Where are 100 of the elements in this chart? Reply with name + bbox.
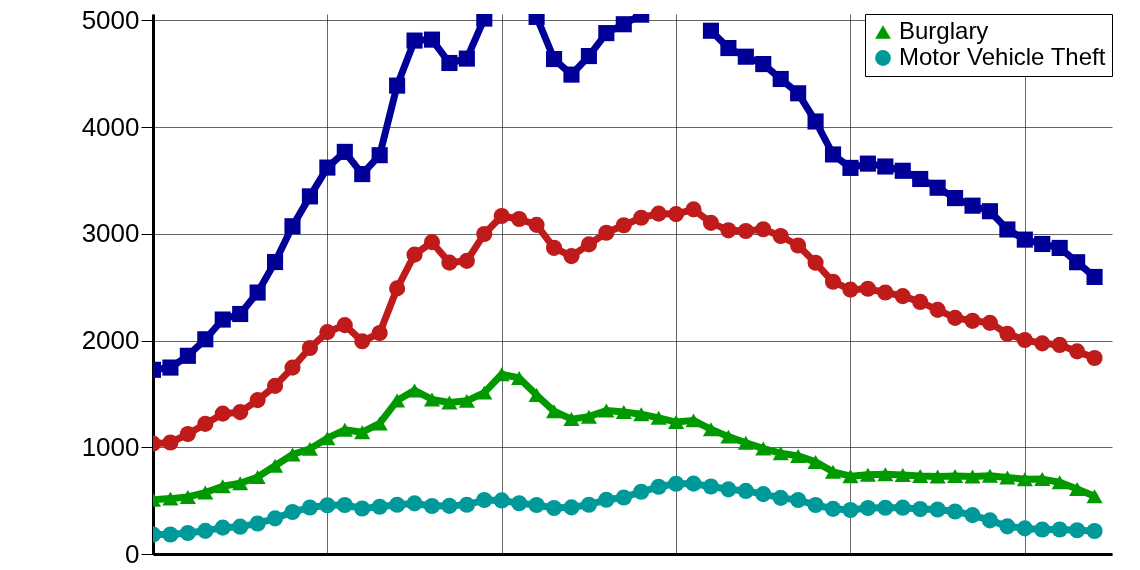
point	[336, 317, 353, 334]
point	[458, 50, 475, 67]
point	[929, 501, 946, 518]
point	[1051, 239, 1068, 256]
point	[406, 246, 423, 263]
point	[580, 409, 597, 424]
point	[668, 475, 685, 492]
point	[755, 55, 772, 73]
point	[232, 518, 249, 535]
point	[999, 325, 1016, 342]
point	[685, 413, 702, 428]
point	[1016, 520, 1033, 537]
point	[1034, 335, 1051, 352]
point	[633, 483, 650, 500]
point	[772, 489, 789, 506]
point	[354, 425, 371, 440]
point	[702, 422, 720, 437]
point	[249, 470, 266, 485]
point	[423, 31, 441, 48]
point	[877, 467, 894, 482]
point	[197, 415, 214, 432]
point	[179, 524, 196, 542]
point	[912, 170, 929, 188]
point	[755, 441, 772, 456]
y-tick-label: 4000	[81, 111, 140, 142]
point	[336, 143, 353, 160]
point	[441, 395, 458, 410]
point	[476, 225, 493, 242]
point	[1051, 521, 1068, 538]
point	[389, 280, 406, 297]
point	[441, 254, 458, 271]
point	[1016, 472, 1033, 487]
point	[999, 518, 1016, 535]
point	[650, 205, 667, 222]
point	[197, 485, 214, 500]
point	[371, 498, 388, 515]
point	[720, 39, 737, 57]
point	[964, 469, 981, 484]
point	[807, 113, 824, 130]
point	[423, 497, 441, 515]
point	[842, 281, 859, 298]
point	[284, 218, 301, 235]
point	[336, 422, 353, 437]
point	[981, 314, 999, 331]
point	[301, 188, 318, 205]
point	[528, 496, 545, 514]
point	[423, 234, 441, 251]
point	[755, 221, 772, 238]
point	[702, 214, 720, 231]
point	[406, 32, 423, 49]
point	[162, 434, 179, 451]
point	[790, 237, 807, 254]
point	[563, 499, 580, 516]
point	[912, 469, 929, 484]
point	[685, 201, 702, 218]
point	[912, 501, 929, 518]
point	[214, 479, 231, 494]
point	[354, 333, 371, 350]
point	[981, 512, 999, 529]
point	[1051, 336, 1068, 353]
point	[877, 158, 894, 175]
point	[894, 288, 911, 305]
point	[371, 147, 388, 164]
point	[545, 50, 563, 68]
point	[615, 405, 632, 420]
point	[458, 496, 475, 513]
point	[284, 359, 301, 376]
point	[493, 207, 510, 225]
point	[737, 482, 754, 499]
point	[580, 496, 597, 513]
point	[685, 475, 702, 492]
point	[615, 16, 632, 33]
y-tick-label: 2000	[81, 325, 140, 356]
point	[947, 309, 964, 326]
point	[999, 221, 1016, 238]
point	[877, 284, 894, 301]
point	[371, 416, 388, 431]
point	[912, 293, 929, 310]
point	[598, 224, 615, 241]
point	[981, 468, 999, 483]
point	[877, 499, 894, 516]
point	[702, 478, 720, 495]
point	[929, 179, 946, 196]
point	[371, 324, 388, 342]
point	[755, 486, 772, 503]
point	[249, 392, 266, 409]
point	[563, 412, 580, 427]
legend-label: Motor Vehicle Theft	[899, 43, 1106, 70]
point	[807, 496, 824, 514]
point	[964, 312, 981, 329]
point	[441, 497, 458, 514]
point	[947, 190, 964, 207]
point	[197, 522, 214, 539]
point	[232, 404, 249, 421]
point	[266, 377, 284, 394]
point	[772, 70, 789, 88]
point	[668, 415, 685, 430]
point	[389, 393, 406, 408]
point	[859, 280, 876, 297]
point	[563, 66, 580, 83]
